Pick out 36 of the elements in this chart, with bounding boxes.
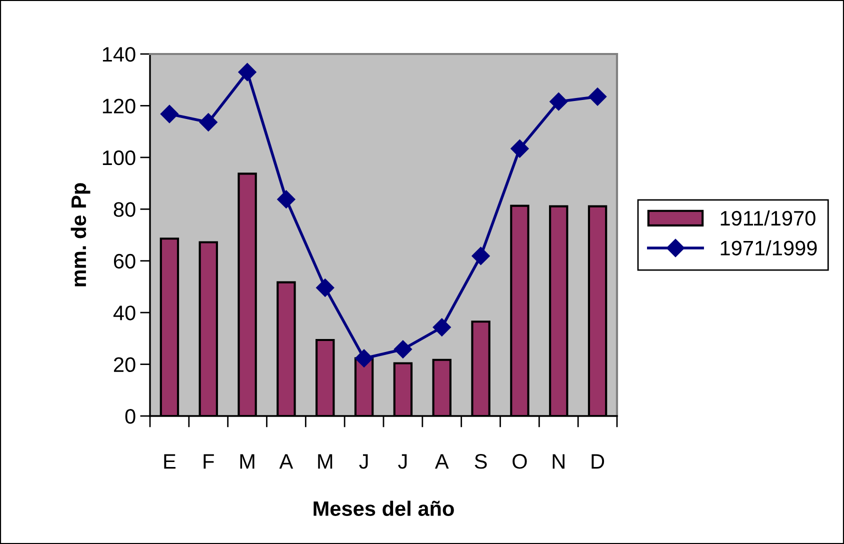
x-tick-label: D [592, 454, 604, 469]
x-tick-label: M [318, 454, 332, 469]
x-tick-label: S [474, 454, 487, 469]
x-tick-label: M [240, 454, 254, 469]
y-tick-label: 60 [114, 254, 136, 269]
point [588, 88, 607, 106]
point [238, 63, 256, 82]
y-tick-label: 20 [114, 357, 136, 372]
point [316, 278, 334, 297]
point [510, 140, 529, 158]
y-tick-label: 80 [114, 202, 136, 217]
x-tick-label: F [204, 454, 214, 469]
x-tick-label: J [359, 454, 368, 469]
point [394, 340, 412, 358]
point [160, 104, 178, 124]
x-tick-label: A [279, 454, 294, 469]
legend-label: 1911/1970 [720, 210, 816, 226]
x-axis-title: Meses del año [314, 500, 454, 516]
point [472, 246, 490, 265]
y-tick-label: 120 [102, 98, 136, 114]
x-tick-label: O [512, 454, 527, 469]
point [550, 92, 568, 111]
y-tick-label: 40 [113, 306, 136, 320]
x-tick-label: J [398, 454, 407, 469]
y-axis-title: mm. de Pp [70, 183, 90, 286]
x-tick-label: N [552, 454, 564, 469]
legend-label: 1971/1999 [720, 240, 817, 256]
x-tick-label: E [164, 454, 176, 469]
y-tick-label: 0 [125, 409, 136, 424]
x-tick-label: A [434, 454, 449, 469]
point [432, 318, 451, 336]
y-tick-label: 100 [102, 150, 136, 166]
point [199, 113, 218, 132]
point [277, 190, 296, 208]
point [355, 349, 374, 368]
y-tick-label: 140 [102, 47, 136, 62]
